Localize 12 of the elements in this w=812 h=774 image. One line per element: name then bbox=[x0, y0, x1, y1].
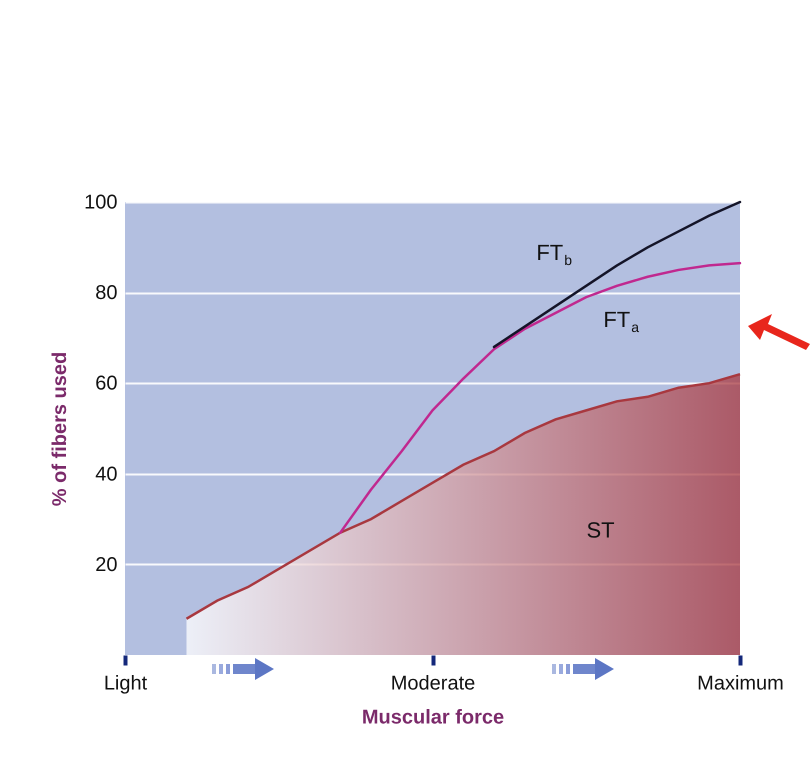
y-tick-label: 60 bbox=[95, 372, 118, 395]
y-tick-label: 40 bbox=[95, 463, 118, 486]
y-axis-title: % of fibers used bbox=[49, 352, 72, 506]
x-tick-label: Maximum bbox=[697, 672, 784, 694]
x-axis-title: Muscular force bbox=[362, 706, 504, 728]
y-tick-label: 80 bbox=[95, 282, 118, 304]
line-series bbox=[492, 200, 742, 348]
x-tick-label: Moderate bbox=[390, 672, 476, 694]
y-tick-label: 20 bbox=[95, 554, 118, 576]
series-label: ST bbox=[586, 517, 615, 542]
y-tick-label: 100 bbox=[84, 192, 118, 214]
x-tick-label: Light bbox=[104, 672, 148, 694]
